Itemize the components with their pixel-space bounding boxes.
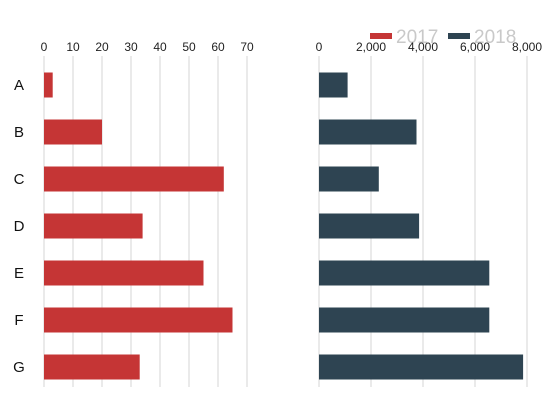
bar-2018-E [319, 260, 490, 286]
bar-2017-G [44, 354, 140, 380]
tick-label-2018-8,000: 8,000 [512, 40, 542, 54]
category-label-F: F [14, 312, 23, 329]
bar-2018-G [319, 354, 524, 380]
category-label-E: E [14, 265, 24, 282]
bar-2018-A [319, 72, 348, 98]
tick-label-2017-50: 50 [182, 40, 196, 54]
bar-2017-C [44, 166, 224, 192]
category-label-G: G [13, 359, 25, 376]
tick-label-2017-30: 30 [124, 40, 138, 54]
bar-2017-D [44, 213, 143, 239]
legend-swatch-2017 [370, 33, 392, 39]
category-labels: A B C D E F G [13, 77, 25, 376]
tick-label-2017-70: 70 [240, 40, 254, 54]
tick-label-2017-20: 20 [95, 40, 109, 54]
category-label-D: D [14, 218, 25, 235]
tick-label-2018-0: 0 [316, 40, 323, 54]
legend-label-2017: 2017 [396, 27, 438, 48]
bar-2018-B [319, 119, 417, 145]
tick-label-2017-60: 60 [211, 40, 225, 54]
panel-2018: 0 2,000 4,000 6,000 8,000 [316, 40, 542, 387]
bar-2018-D [319, 213, 420, 239]
category-label-B: B [14, 124, 24, 141]
panel-2017: 0 10 20 30 40 50 60 70 [41, 40, 254, 387]
bar-2017-B [44, 119, 102, 145]
bar-2018-C [319, 166, 379, 192]
category-label-C: C [14, 171, 25, 188]
legend: 2017 2018 [370, 27, 516, 48]
legend-label-2018: 2018 [474, 27, 516, 48]
tick-label-2018-6,000: 6,000 [460, 40, 490, 54]
bar-2017-E [44, 260, 204, 286]
tick-label-2018-2,000: 2,000 [356, 40, 386, 54]
bar-2017-A [44, 72, 53, 98]
legend-swatch-2018 [448, 33, 470, 39]
category-label-A: A [14, 77, 24, 94]
tick-label-2018-4,000: 4,000 [408, 40, 438, 54]
bar-2017-F [44, 307, 233, 333]
tick-label-2017-10: 10 [66, 40, 80, 54]
bar-2018-F [319, 307, 490, 333]
tick-label-2017-0: 0 [41, 40, 48, 54]
tick-label-2017-40: 40 [153, 40, 167, 54]
